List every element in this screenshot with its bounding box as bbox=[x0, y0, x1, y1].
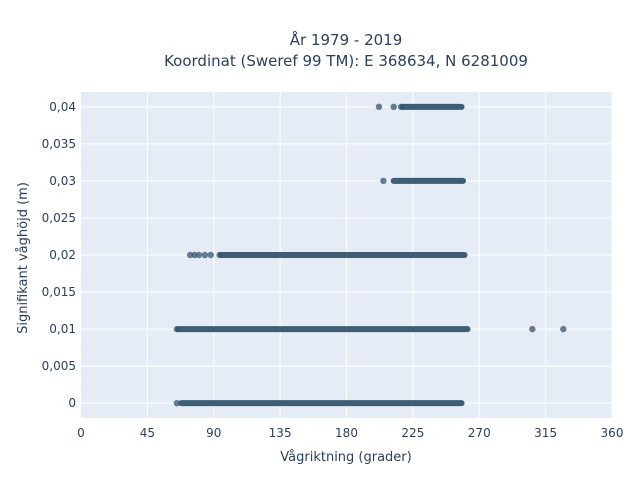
data-point bbox=[390, 103, 397, 111]
data-point bbox=[560, 325, 567, 333]
x-tick-label: 90 bbox=[206, 426, 221, 440]
x-tick-label: 135 bbox=[269, 426, 292, 440]
chart-title: År 1979 - 2019 bbox=[290, 30, 403, 49]
y-axis-label: Signifikant våghöjd (m) bbox=[16, 182, 31, 334]
y-tick-label: 0,035 bbox=[42, 137, 76, 151]
x-tick-label: 270 bbox=[468, 426, 491, 440]
x-tick-label: 225 bbox=[401, 426, 424, 440]
data-point bbox=[173, 325, 181, 333]
y-axis-ticks: 0 0,005 0,01 0,015 0,02 0,025 0,03 0,035 0,04 bbox=[42, 100, 76, 410]
data-point bbox=[375, 103, 383, 111]
data-point bbox=[195, 251, 203, 259]
x-tick-label: 360 bbox=[601, 426, 624, 440]
data-point bbox=[397, 103, 405, 111]
y-tick-label: 0 bbox=[68, 396, 76, 410]
data-point bbox=[201, 251, 209, 259]
data-point bbox=[186, 251, 194, 259]
y-tick-label: 0,015 bbox=[42, 285, 76, 299]
data-point bbox=[191, 251, 198, 259]
x-tick-label: 315 bbox=[534, 426, 557, 440]
data-point bbox=[216, 251, 223, 259]
y-tick-label: 0,02 bbox=[49, 248, 76, 262]
data-point bbox=[173, 399, 181, 407]
y-tick-label: 0,025 bbox=[42, 211, 76, 225]
x-tick-label: 180 bbox=[335, 426, 358, 440]
data-point bbox=[207, 251, 214, 259]
x-tick-label: 45 bbox=[140, 426, 155, 440]
y-tick-label: 0,03 bbox=[49, 174, 76, 188]
y-tick-label: 0,005 bbox=[42, 359, 76, 373]
data-point bbox=[529, 325, 536, 333]
y-tick-label: 0,04 bbox=[49, 100, 76, 114]
x-axis-ticks: 0 45 90 135 180 225 270 315 360 bbox=[77, 426, 623, 440]
y-tick-label: 0,01 bbox=[49, 322, 76, 336]
x-axis-label: Vågriktning (grader) bbox=[280, 450, 411, 465]
x-tick-label: 0 bbox=[77, 426, 85, 440]
data-points bbox=[173, 103, 567, 407]
chart-subtitle: Koordinat (Sweref 99 TM): E 368634, N 62… bbox=[164, 52, 528, 70]
data-point bbox=[380, 177, 387, 185]
